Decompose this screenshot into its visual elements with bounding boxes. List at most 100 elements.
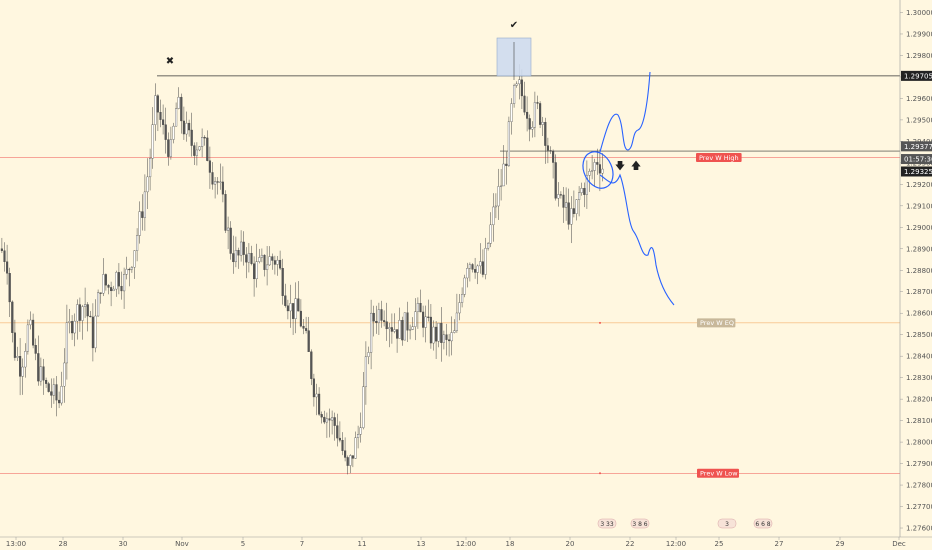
candle-body bbox=[440, 322, 443, 343]
candle-body bbox=[526, 111, 529, 119]
candle-body bbox=[515, 83, 518, 86]
candle-body bbox=[299, 310, 302, 327]
candle-body bbox=[45, 380, 48, 384]
candle-body bbox=[8, 273, 11, 303]
candle-body bbox=[3, 250, 6, 262]
candle-body bbox=[154, 95, 157, 125]
candle-body bbox=[39, 366, 42, 382]
x-tick-label: 13:00 bbox=[6, 540, 26, 548]
x-tick-label: 11 bbox=[358, 540, 367, 548]
y-tick-label: 1.27600 bbox=[906, 525, 932, 533]
candle-body bbox=[445, 334, 448, 340]
candle-body bbox=[195, 149, 198, 156]
prev-week-high-tag-bg bbox=[696, 152, 742, 162]
candle-body bbox=[315, 393, 318, 398]
countdown-label-bg bbox=[901, 154, 932, 165]
candle-body bbox=[585, 175, 588, 195]
candle-body bbox=[559, 194, 562, 196]
candle-body bbox=[255, 261, 258, 280]
candle-body bbox=[16, 356, 19, 358]
candle-body bbox=[208, 160, 211, 173]
candle-body bbox=[94, 315, 97, 349]
candle-body bbox=[323, 416, 326, 423]
bearish-projection-path bbox=[599, 173, 675, 306]
candle-body bbox=[588, 170, 591, 176]
candle-body bbox=[136, 235, 139, 251]
candle-body bbox=[435, 326, 438, 342]
candle-body bbox=[58, 399, 61, 404]
candle-body bbox=[55, 384, 58, 401]
event-badge-bg bbox=[630, 518, 650, 529]
y-tick-label: 1.28000 bbox=[906, 439, 932, 447]
x-tick-label: 22 bbox=[626, 540, 635, 548]
candle-body bbox=[180, 96, 183, 122]
candle-body bbox=[237, 250, 240, 256]
candle-body bbox=[169, 139, 172, 157]
time-axis[interactable]: 13:00 28 30 Nov 5 7 11 13 12:00 18 20 22 12:00 25 27 29… bbox=[0, 536, 932, 548]
candle-body bbox=[380, 309, 383, 321]
candle-body bbox=[89, 315, 92, 318]
y-tick-label: 1.27800 bbox=[906, 482, 932, 490]
candle-body bbox=[468, 264, 471, 269]
candle-body bbox=[596, 162, 599, 165]
candle-body bbox=[193, 145, 196, 156]
candle-body bbox=[76, 304, 79, 322]
candle-body bbox=[281, 268, 284, 296]
eq-dot bbox=[599, 321, 601, 324]
candle-body bbox=[562, 194, 565, 208]
current-price-label: 1.29325 bbox=[904, 168, 932, 176]
candle-body bbox=[156, 95, 159, 113]
x-tick-label: 29 bbox=[836, 540, 845, 548]
candle-body bbox=[546, 145, 549, 151]
candle-body bbox=[13, 332, 16, 358]
candle-body bbox=[302, 326, 305, 329]
candle-body bbox=[354, 437, 357, 459]
candle-body bbox=[557, 194, 560, 199]
candle-body bbox=[424, 316, 427, 328]
candle-body bbox=[409, 329, 412, 331]
price-axis[interactable]: 1.300001.299001.298001.297001.296001.295… bbox=[899, 0, 932, 537]
candle-body bbox=[232, 253, 235, 263]
candle-body bbox=[520, 79, 523, 97]
event-badge-bg bbox=[597, 518, 617, 529]
candle-body bbox=[583, 188, 586, 195]
candle-body bbox=[320, 414, 323, 418]
candle-body bbox=[115, 272, 118, 290]
candle-body bbox=[505, 163, 508, 166]
candle-body bbox=[91, 316, 94, 349]
candle-body bbox=[21, 366, 24, 377]
y-tick-label: 1.29200 bbox=[906, 181, 932, 189]
candle-body bbox=[294, 298, 297, 319]
candle-body bbox=[78, 304, 81, 321]
upper-price-label: 1.29377 bbox=[904, 143, 932, 151]
candle-body bbox=[52, 384, 55, 396]
candle-body bbox=[234, 250, 237, 263]
candle-body bbox=[549, 150, 552, 152]
candle-body bbox=[307, 330, 310, 352]
candle-body bbox=[442, 334, 445, 343]
candle-body bbox=[370, 312, 373, 353]
x-tick-label: 13 bbox=[417, 540, 426, 548]
candle-body bbox=[24, 351, 27, 368]
candle-body bbox=[203, 137, 206, 139]
y-tick-label: 1.29900 bbox=[906, 30, 932, 38]
candle-body bbox=[437, 322, 440, 342]
y-tick-label: 1.29600 bbox=[906, 95, 932, 103]
x-tick-label: 25 bbox=[715, 540, 724, 548]
candle-body bbox=[349, 455, 352, 466]
candle-body bbox=[312, 378, 315, 398]
candle-body bbox=[497, 186, 500, 207]
candle-body bbox=[149, 158, 152, 178]
candle-body bbox=[229, 227, 232, 254]
candle-body bbox=[344, 450, 347, 458]
candle-body bbox=[37, 353, 40, 382]
y-tick-label: 1.27900 bbox=[906, 460, 932, 468]
candle-body bbox=[185, 122, 188, 135]
candle-body bbox=[146, 176, 149, 193]
candle-body bbox=[258, 257, 261, 262]
candle-body bbox=[570, 208, 573, 225]
prev-week-eq-tag: Prev W EQ bbox=[700, 319, 734, 327]
candle-body bbox=[47, 383, 50, 392]
